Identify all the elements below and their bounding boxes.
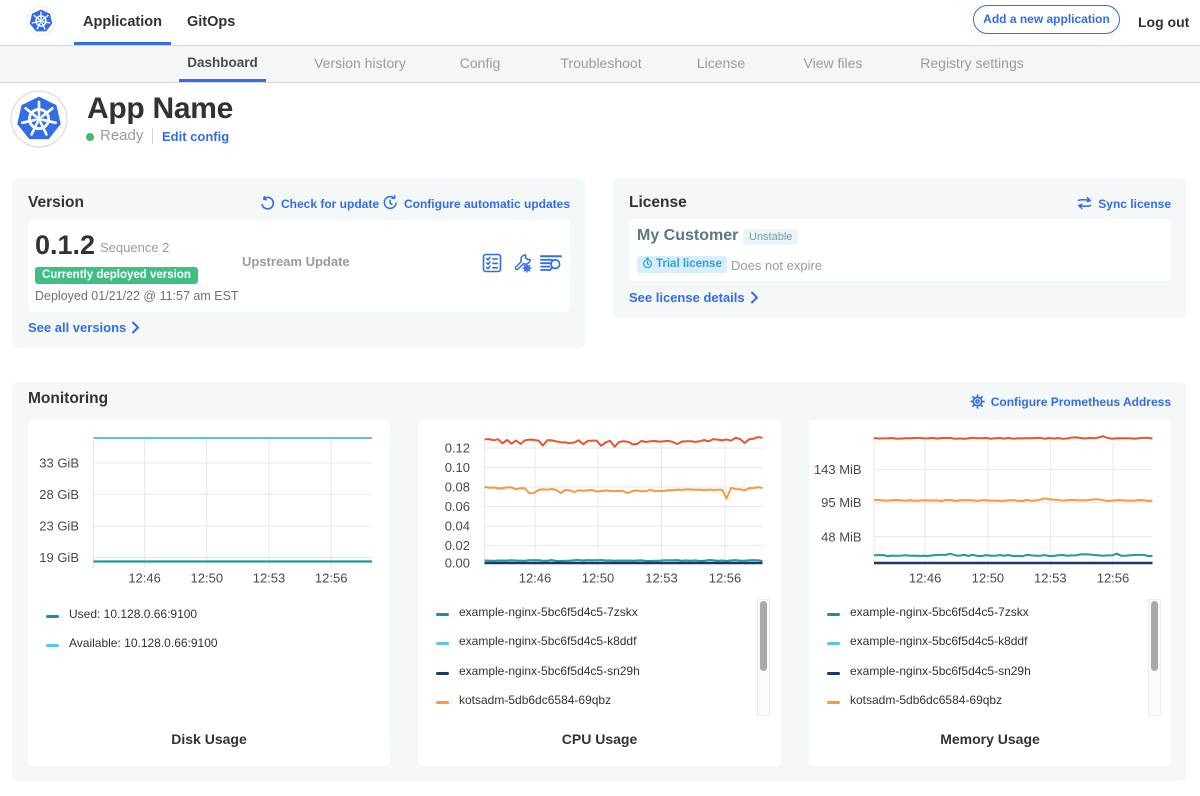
svg-text:12:53: 12:53 — [1034, 571, 1067, 586]
svg-text:0.08: 0.08 — [445, 480, 470, 495]
svg-text:12:56: 12:56 — [315, 571, 348, 586]
svg-text:0.12: 0.12 — [445, 441, 470, 456]
svg-text:12:46: 12:46 — [128, 571, 161, 586]
svg-text:12:56: 12:56 — [709, 571, 742, 586]
svg-text:23 GiB: 23 GiB — [39, 519, 79, 534]
svg-text:0.10: 0.10 — [445, 460, 470, 475]
svg-text:19 GiB: 19 GiB — [39, 550, 79, 565]
svg-text:12:53: 12:53 — [645, 571, 678, 586]
svg-text:12:56: 12:56 — [1097, 571, 1130, 586]
svg-text:0.02: 0.02 — [445, 538, 470, 553]
svg-text:12:50: 12:50 — [191, 571, 224, 586]
svg-text:143 MiB: 143 MiB — [814, 462, 862, 477]
svg-text:0.04: 0.04 — [445, 519, 470, 534]
svg-text:48 MiB: 48 MiB — [821, 529, 861, 544]
svg-text:12:46: 12:46 — [909, 571, 942, 586]
svg-text:95 MiB: 95 MiB — [821, 495, 861, 510]
svg-text:0.06: 0.06 — [445, 499, 470, 514]
svg-text:12:53: 12:53 — [253, 571, 286, 586]
svg-text:12:50: 12:50 — [972, 571, 1005, 586]
svg-text:28 GiB: 28 GiB — [39, 487, 79, 502]
svg-text:12:46: 12:46 — [519, 571, 552, 586]
svg-text:12:50: 12:50 — [582, 571, 615, 586]
svg-text:33 GiB: 33 GiB — [39, 456, 79, 471]
svg-text:0.00: 0.00 — [445, 556, 470, 571]
